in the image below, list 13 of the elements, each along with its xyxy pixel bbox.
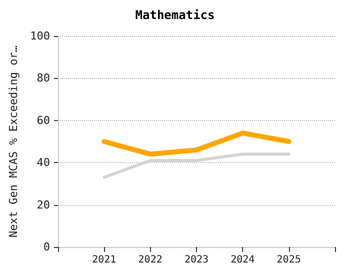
x-tick-label: 2022 [138,254,162,266]
y-tick-label: 100 [30,30,50,42]
chart-title: Mathematics [135,8,215,22]
y-tick-label: 60 [36,114,50,127]
x-tick-label: 2021 [92,254,116,266]
y-tick-label: 80 [36,72,50,85]
y-axis-title: Next Gen MCAS % Exceeding or… [7,45,20,238]
x-tick-label: 2024 [230,254,255,266]
y-tick-label: 0 [43,240,50,254]
y-tick-label: 20 [36,198,50,212]
x-tick-label: 2025 [276,254,301,266]
y-tick-label: 40 [36,156,50,170]
x-tick-label: 2023 [184,254,209,266]
